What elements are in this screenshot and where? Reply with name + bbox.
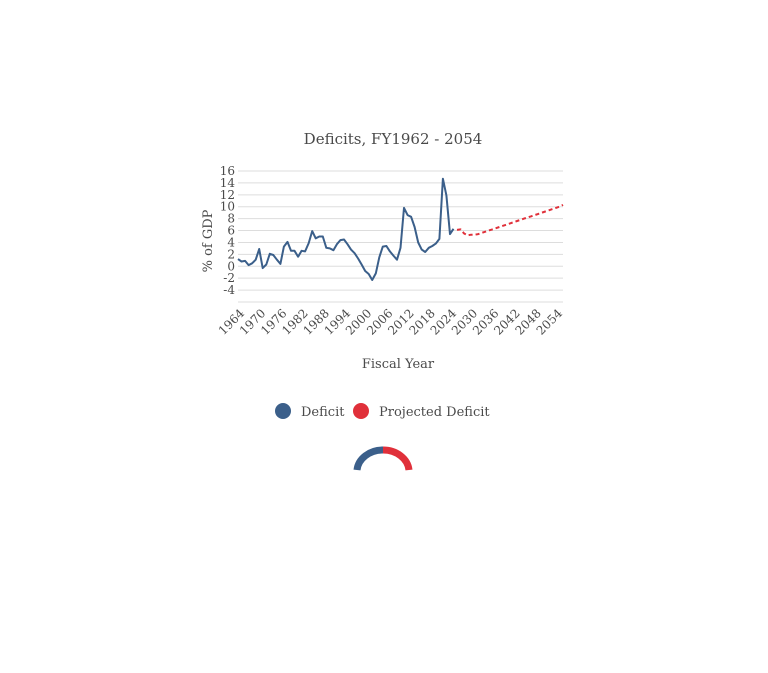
y-tick-label: 2: [227, 247, 235, 261]
series-lines: [237, 177, 564, 281]
gridlines: [238, 170, 563, 303]
y-tick-label: 4: [227, 235, 235, 249]
y-tick-label: 12: [220, 188, 235, 202]
legend-marker-projected-deficit: [353, 403, 369, 419]
y-tick-label: -2: [223, 271, 235, 285]
chart-title: Deficits, FY1962 - 2054: [304, 130, 483, 148]
y-tick-label: 14: [220, 176, 236, 190]
y-axis-title: % of GDP: [201, 209, 216, 272]
x-axis-ticks: 1964197019761982198819942000200620122018…: [216, 306, 566, 338]
x-axis-title: Fiscal Year: [362, 357, 435, 372]
y-tick-label: -4: [223, 283, 235, 297]
loader-arc-right: [382, 446, 413, 471]
legend-label-projected-deficit: Projected Deficit: [379, 405, 490, 420]
legend-item-projected-deficit[interactable]: Projected Deficit: [353, 403, 490, 420]
loader-arc-left: [353, 446, 384, 471]
legend-marker-deficit: [275, 403, 291, 419]
loading-spinner-icon: [353, 446, 413, 471]
y-tick-label: 10: [220, 200, 235, 214]
y-tick-label: 8: [227, 212, 235, 226]
legend-item-deficit[interactable]: Deficit: [275, 403, 345, 420]
series-line-projected-deficit[interactable]: [456, 204, 564, 237]
legend: Deficit Projected Deficit: [275, 403, 490, 420]
y-tick-label: 0: [227, 259, 235, 273]
y-tick-label: 6: [227, 224, 235, 238]
series-line-deficit[interactable]: [237, 177, 455, 281]
legend-label-deficit: Deficit: [301, 405, 345, 420]
y-tick-label: 16: [220, 164, 235, 178]
